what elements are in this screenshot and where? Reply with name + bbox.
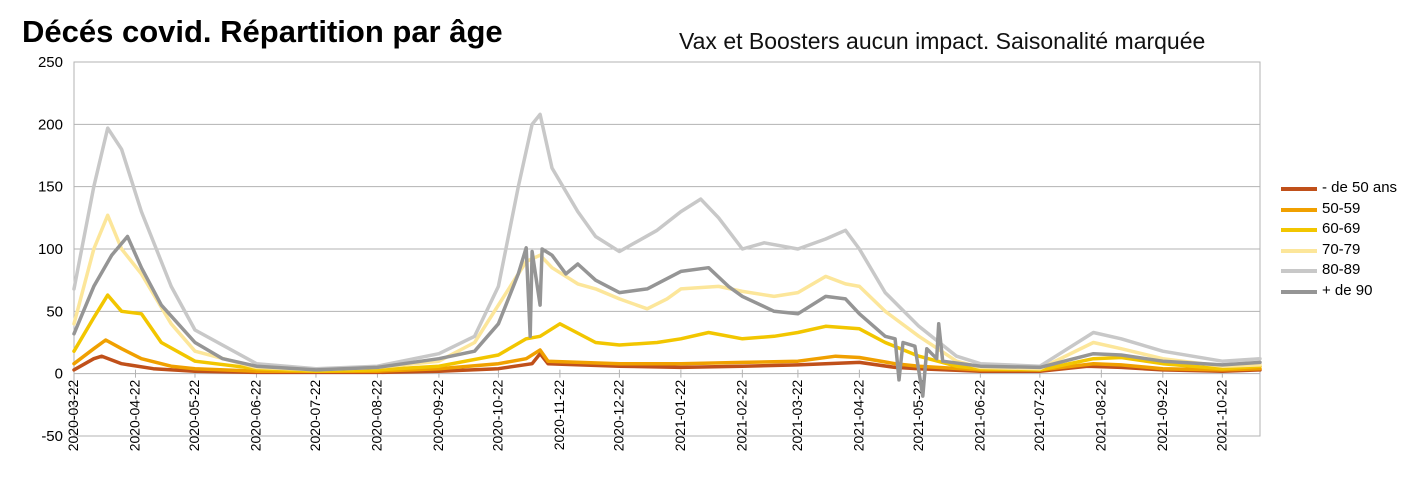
series-line — [72, 213, 1262, 372]
series-lines — [72, 112, 1262, 398]
legend-label: 70-79 — [1322, 240, 1361, 258]
y-tick-label: 200 — [38, 116, 63, 133]
series-line — [72, 112, 1262, 371]
legend-label: 50-59 — [1322, 199, 1361, 217]
x-tick-label: 2021-02-22 — [733, 379, 749, 451]
legend-swatch — [1281, 248, 1317, 253]
legend-swatch — [1281, 289, 1317, 294]
x-tick-label: 2021-09-22 — [1154, 379, 1170, 451]
y-tick-label: 250 — [38, 54, 63, 71]
x-tick-label: 2020-06-22 — [247, 379, 263, 451]
x-tick-label: 2020-03-22 — [65, 379, 81, 451]
legend-item: 60-69 — [1281, 219, 1402, 240]
x-tick-label: 2021-03-22 — [789, 379, 805, 451]
legend-item: + de 90 — [1281, 281, 1402, 302]
legend-label: + de 90 — [1322, 281, 1373, 299]
x-tick-label: 2020-04-22 — [126, 379, 142, 451]
x-tick-label: 2020-12-22 — [610, 379, 626, 451]
x-tick-label: 2020-08-22 — [368, 379, 384, 451]
x-tick-label: 2021-07-22 — [1031, 379, 1047, 451]
gridlines — [73, 61, 1261, 437]
x-tick-label: 2020-09-22 — [430, 379, 446, 451]
x-tick-label: 2021-08-22 — [1092, 379, 1108, 451]
x-tick-label: 2020-05-22 — [186, 379, 202, 451]
y-tick-label: 0 — [55, 366, 63, 383]
y-tick-label: 100 — [38, 241, 63, 258]
legend: - de 50 ans 50-59 60-69 70-79 80-89 + de 90 — [1281, 178, 1402, 301]
chart-title: Décés covid. Répartition par âge — [22, 14, 503, 49]
legend-swatch — [1281, 207, 1317, 212]
legend-label: 80-89 — [1322, 261, 1361, 278]
legend-item: 80-89 — [1281, 260, 1402, 281]
legend-swatch — [1281, 228, 1317, 232]
legend-label: 60-69 — [1322, 220, 1361, 237]
series-line — [72, 234, 1262, 398]
y-tick-label: 150 — [38, 179, 63, 196]
legend-item: - de 50 ans — [1281, 178, 1402, 199]
legend-swatch — [1281, 187, 1317, 191]
x-tick-label: 2020-10-22 — [489, 379, 505, 451]
x-tick-label: 2021-10-22 — [1213, 379, 1229, 451]
x-tick-label: 2021-06-22 — [971, 379, 987, 451]
y-tick-label: -50 — [41, 428, 63, 445]
x-tick-label: 2020-11-22 — [551, 379, 567, 450]
x-tick-label: 2021-01-22 — [672, 379, 688, 451]
y-tick-label: 50 — [46, 303, 63, 320]
legend-item: 50-59 — [1281, 199, 1402, 220]
legend-item: 70-79 — [1281, 240, 1402, 261]
chart-subtitle: Vax et Boosters aucun impact. Saisonalit… — [679, 28, 1206, 54]
axes: 250 200 150 100 50 0 -50 2020-03-22 2020-04-22 20… — [38, 54, 1229, 451]
x-tick-label: 2021-04-22 — [850, 379, 866, 451]
legend-swatch — [1281, 269, 1317, 273]
x-tick-label: 2020-07-22 — [307, 379, 323, 451]
legend-label: - de 50 ans — [1322, 179, 1398, 196]
